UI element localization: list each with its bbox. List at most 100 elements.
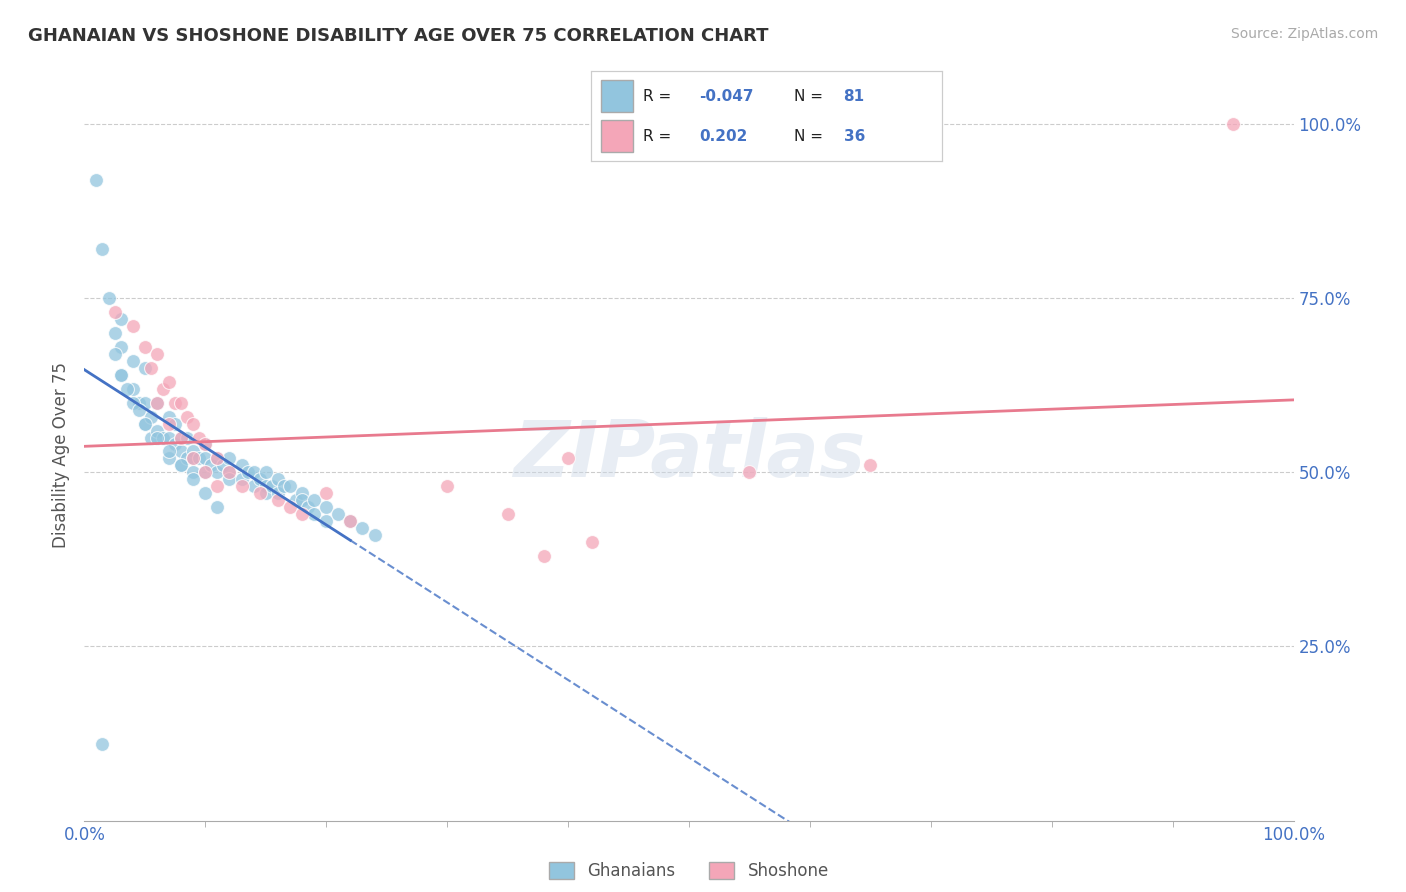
Point	[134, 340, 156, 354]
Point	[134, 395, 156, 409]
Point	[163, 395, 186, 409]
Point	[315, 500, 337, 515]
Point	[194, 466, 217, 480]
Point	[181, 451, 204, 466]
Point	[260, 479, 283, 493]
Point	[163, 417, 186, 431]
Point	[134, 360, 156, 375]
Point	[157, 375, 180, 389]
Point	[170, 458, 193, 473]
Point	[157, 444, 180, 458]
Point	[194, 486, 217, 500]
Point	[170, 444, 193, 458]
Text: -0.047: -0.047	[699, 89, 754, 103]
Point	[104, 347, 127, 361]
Point	[284, 493, 308, 508]
Y-axis label: Disability Age Over 75: Disability Age Over 75	[52, 362, 70, 548]
Point	[738, 466, 761, 480]
Point	[254, 486, 277, 500]
Point	[267, 472, 290, 486]
Point	[181, 417, 204, 431]
Text: 0.202: 0.202	[699, 129, 748, 144]
Point	[121, 382, 143, 396]
Point	[231, 479, 253, 493]
Point	[157, 430, 180, 444]
Point	[115, 382, 138, 396]
Point	[181, 451, 204, 466]
FancyBboxPatch shape	[602, 120, 633, 152]
Point	[302, 507, 325, 521]
Text: ZIPatlas: ZIPatlas	[513, 417, 865, 493]
Point	[110, 368, 132, 382]
Point	[242, 479, 264, 493]
Point	[218, 472, 240, 486]
Text: GHANAIAN VS SHOSHONE DISABILITY AGE OVER 75 CORRELATION CHART: GHANAIAN VS SHOSHONE DISABILITY AGE OVER…	[28, 27, 769, 45]
Point	[134, 417, 156, 431]
Point	[194, 437, 217, 451]
Point	[139, 430, 162, 444]
Point	[170, 395, 193, 409]
Point	[181, 444, 204, 458]
Point	[273, 479, 295, 493]
Point	[859, 458, 882, 473]
Point	[110, 368, 132, 382]
Point	[128, 395, 150, 409]
Point	[242, 466, 264, 480]
Point	[352, 521, 374, 535]
Text: R =: R =	[644, 129, 676, 144]
Point	[363, 528, 385, 542]
Point	[176, 451, 198, 466]
Point	[254, 479, 277, 493]
Text: Source: ZipAtlas.com: Source: ZipAtlas.com	[1230, 27, 1378, 41]
Point	[170, 458, 193, 473]
Point	[194, 437, 217, 451]
Point	[146, 424, 169, 438]
Point	[121, 319, 143, 334]
Point	[200, 458, 222, 473]
Point	[152, 382, 174, 396]
Point	[110, 340, 132, 354]
Point	[557, 451, 579, 466]
Point	[134, 417, 156, 431]
Point	[249, 486, 271, 500]
Point	[297, 500, 319, 515]
Point	[278, 479, 301, 493]
Point	[236, 466, 259, 480]
Point	[207, 451, 229, 466]
Point	[176, 409, 198, 424]
Point	[104, 326, 127, 340]
Point	[139, 409, 162, 424]
Point	[110, 312, 132, 326]
Point	[146, 395, 169, 409]
Point	[254, 466, 277, 480]
Point	[91, 243, 114, 257]
Point	[339, 514, 361, 528]
Point	[207, 451, 229, 466]
Point	[163, 437, 186, 451]
Point	[146, 430, 169, 444]
Point	[170, 430, 193, 444]
Point	[207, 500, 229, 515]
Point	[170, 430, 193, 444]
Point	[212, 458, 235, 473]
Point	[267, 486, 290, 500]
Point	[157, 409, 180, 424]
Point	[291, 486, 314, 500]
Point	[291, 507, 314, 521]
Point	[496, 507, 519, 521]
Point	[194, 466, 217, 480]
Point	[152, 430, 174, 444]
Point	[218, 451, 240, 466]
Text: R =: R =	[644, 89, 676, 103]
Point	[207, 479, 229, 493]
Point	[97, 291, 120, 305]
Point	[157, 417, 180, 431]
Point	[218, 466, 240, 480]
Point	[181, 472, 204, 486]
Legend: Ghanaians, Shoshone: Ghanaians, Shoshone	[543, 855, 835, 887]
Point	[139, 360, 162, 375]
Point	[188, 430, 211, 444]
Text: N =: N =	[794, 89, 828, 103]
Point	[91, 737, 114, 751]
Point	[315, 486, 337, 500]
